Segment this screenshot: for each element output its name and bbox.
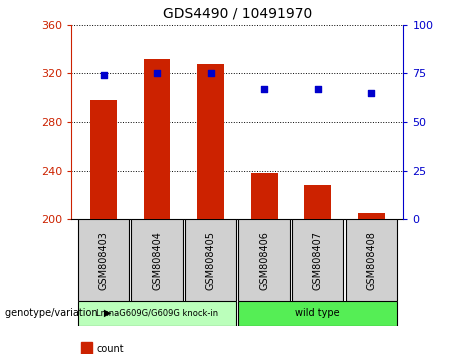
Text: GSM808404: GSM808404 [152,231,162,290]
Text: GSM808408: GSM808408 [366,231,376,290]
Text: genotype/variation  ▶: genotype/variation ▶ [5,308,111,318]
Bar [346,219,397,301]
Bar [292,219,343,301]
Text: count: count [97,344,124,354]
Bar [144,59,171,219]
Point [314,86,321,92]
Text: GSM808405: GSM808405 [206,231,216,290]
Bar [185,219,236,301]
Bar [238,219,290,301]
Text: GSM808407: GSM808407 [313,231,323,290]
Bar [90,100,117,219]
Bar [358,213,384,219]
Text: wild type: wild type [296,308,340,318]
Text: GSM808403: GSM808403 [99,231,109,290]
Text: GSM808406: GSM808406 [259,231,269,290]
Bar [78,219,129,301]
Bar [304,185,331,219]
Text: LmnaG609G/G609G knock-in: LmnaG609G/G609G knock-in [96,309,218,318]
Point [100,73,107,78]
Bar [78,301,236,326]
Bar [197,64,224,219]
Point [367,90,375,96]
Point [154,70,161,76]
Title: GDS4490 / 10491970: GDS4490 / 10491970 [163,7,312,21]
Point [207,70,214,76]
Bar [238,301,397,326]
Bar [251,173,278,219]
Point [260,86,268,92]
Bar [131,219,183,301]
